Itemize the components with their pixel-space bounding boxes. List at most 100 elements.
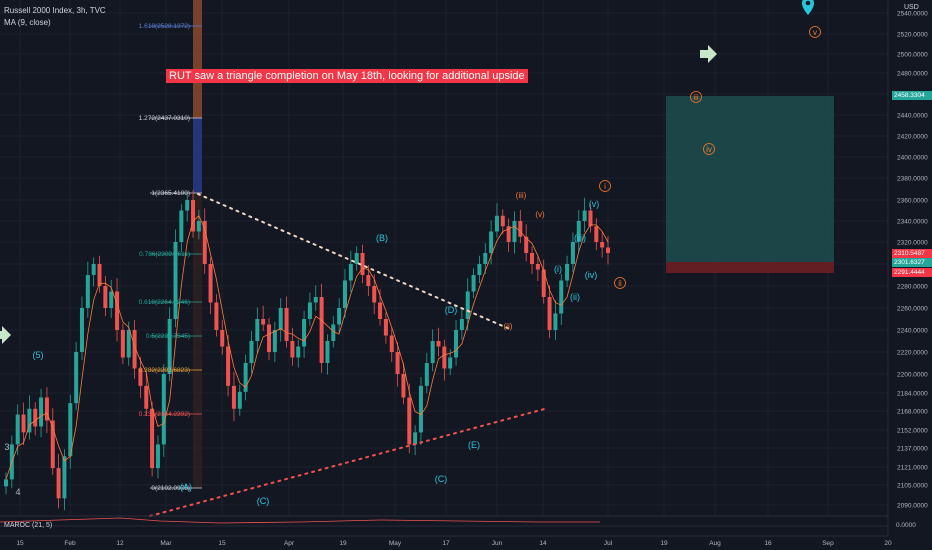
candle-body: [424, 363, 429, 386]
wave-label-teal: (v): [589, 199, 600, 209]
candle-body: [138, 368, 143, 386]
arrow-right-icon[interactable]: [700, 45, 717, 63]
wave-label-teal: (B): [376, 233, 388, 243]
x-tick-label: 15: [16, 540, 24, 547]
candle-body: [319, 297, 324, 363]
y-axis: 2090.0000 2105.0000 2121.0000 2137.0000 2152…: [897, 11, 928, 510]
wave-label-orange: v: [813, 28, 817, 37]
price-tag-entry: 2301.6327: [892, 258, 932, 267]
wave-label-ring: [703, 143, 715, 155]
lower-trendline: [149, 407, 549, 517]
candle-body: [109, 291, 114, 308]
candle-body: [483, 253, 488, 264]
y-tick-label: 2320.0000: [897, 240, 928, 247]
fib-labels: 1.618(2528.1372) 1.272(2437.0310) 1(2365.4…: [139, 23, 190, 492]
candle-body: [220, 330, 225, 347]
candle-body: [389, 335, 394, 352]
candle-body: [155, 444, 160, 469]
candle-body: [97, 264, 102, 286]
wave-label-teal: (A): [180, 482, 192, 492]
candle-body: [307, 302, 312, 319]
candle-body: [401, 374, 406, 398]
y-tick-label: 2152.0000: [897, 428, 928, 435]
candle-body: [553, 313, 558, 330]
y-tick-label: 2420.0000: [897, 134, 928, 141]
candle-body: [570, 242, 575, 264]
candle-body: [237, 391, 242, 409]
candle-body: [547, 297, 552, 330]
candle-body: [366, 275, 371, 286]
wave-label-teal: (5): [33, 350, 44, 360]
stop-zone: [666, 262, 834, 273]
candle-body: [606, 247, 610, 253]
x-tick-label: Mar: [160, 540, 172, 547]
candle-body: [348, 264, 353, 281]
y-tick-label: 2280.0000: [897, 284, 928, 291]
y-tick-label: 2168.0000: [897, 409, 928, 416]
x-tick-label: May: [389, 540, 402, 547]
fib-level-label: 0(2102.0976): [151, 485, 190, 492]
y-tick-label: 2480.0000: [897, 71, 928, 78]
candle-body: [249, 341, 254, 363]
candle-body: [226, 346, 231, 386]
candle-body: [535, 264, 540, 270]
candle-body: [91, 264, 96, 275]
annotation-banner[interactable]: RUT saw a triangle completion on May 18t…: [166, 69, 528, 83]
candle-body: [27, 408, 32, 433]
x-axis: 15 Feb 12 Mar 15 Apr 19 May 17 Jun 14 Jul 19 Aug 16 Sep…: [16, 540, 892, 547]
map-pin-icon[interactable]: [802, 0, 814, 15]
currency-label: USD: [904, 4, 919, 11]
arrow-right-left-icon[interactable]: [0, 326, 11, 344]
fib-zone-lower: [193, 193, 202, 488]
fib-zone-upper: [193, 0, 202, 118]
y-tick-label: 2137.0000: [897, 446, 928, 453]
fib-level-label: 0.786(2309.0611): [139, 251, 190, 258]
candle-body: [448, 357, 453, 369]
chart-legend: Russell 2000 Index, 3h, TVC MA (9, close…: [4, 5, 106, 29]
candle-body: [576, 221, 581, 242]
candle-body: [272, 330, 277, 352]
candle-body: [214, 302, 219, 330]
y-tick-label: 2520.0000: [897, 32, 928, 39]
candle-body: [337, 308, 342, 325]
x-tick-label: 14: [539, 540, 547, 547]
x-tick-label: 12: [116, 540, 124, 547]
candle-body: [290, 341, 295, 358]
candle-body: [21, 414, 26, 433]
x-tick-label: 15: [218, 540, 226, 547]
candle-body: [442, 346, 447, 369]
candle-body: [413, 432, 418, 445]
candle-body: [360, 253, 365, 275]
y-tick-label: 2340.0000: [897, 219, 928, 226]
fib-level-label: 0.618(2264.8246): [139, 299, 190, 306]
fib-level-label: 0.382(2202.6823): [139, 367, 190, 374]
candle-body: [126, 330, 131, 358]
candle-body: [50, 420, 55, 469]
candle-body: [179, 210, 184, 242]
candle-body: [167, 319, 172, 374]
candle-body: [331, 324, 336, 341]
candle-body: [313, 297, 318, 303]
wave-label-ring: [690, 91, 702, 103]
candle-body: [494, 215, 499, 232]
y-tick-label: 2500.0000: [897, 52, 928, 59]
y-tick-label: 2260.0000: [897, 306, 928, 313]
maroc-line: [0, 517, 600, 524]
fib-level-label: 0.5(2233.7545): [146, 333, 190, 340]
candle-body: [588, 210, 593, 227]
candle-body: [518, 221, 523, 237]
candle-body: [161, 374, 166, 445]
wave-label-orange: (iii): [516, 191, 527, 200]
wave-label-teal: (C): [435, 474, 448, 484]
fib-level-label: 0.236(2164.2392): [139, 411, 190, 418]
price-tag-last: 2310.5487: [892, 249, 932, 258]
candle-body: [354, 253, 359, 264]
candle-body: [208, 264, 213, 303]
wave-label-ring: [614, 277, 626, 289]
y-tick-label: 2540.0000: [897, 11, 928, 18]
candle-body: [68, 403, 73, 457]
y-tick-label: 2121.0000: [897, 465, 928, 472]
candle-body: [103, 286, 108, 308]
